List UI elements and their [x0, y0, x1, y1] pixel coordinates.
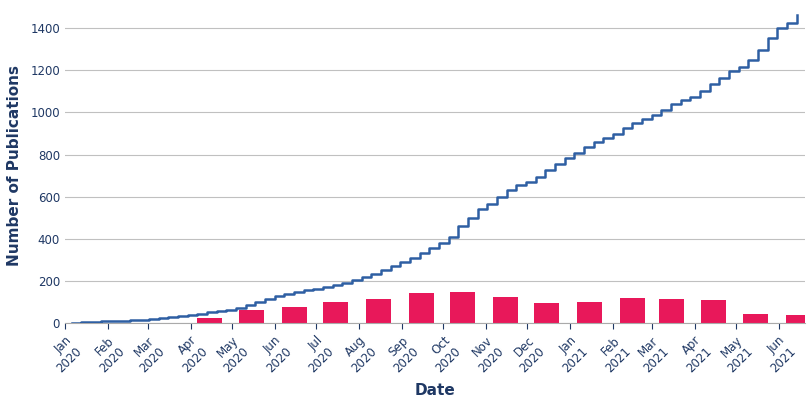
Bar: [492, 297, 517, 323]
Bar: [742, 314, 767, 323]
Y-axis label: Number of Publications: Number of Publications: [7, 65, 22, 266]
Bar: [785, 315, 809, 323]
Bar: [701, 300, 726, 323]
Bar: [408, 293, 433, 323]
Bar: [620, 298, 644, 323]
Bar: [366, 299, 390, 323]
Bar: [658, 299, 683, 323]
Bar: [323, 302, 348, 323]
X-axis label: Date: Date: [414, 383, 455, 398]
Bar: [449, 292, 474, 323]
Bar: [534, 303, 559, 323]
Bar: [197, 318, 222, 323]
Bar: [238, 310, 264, 323]
Bar: [577, 302, 601, 323]
Bar: [281, 307, 307, 323]
